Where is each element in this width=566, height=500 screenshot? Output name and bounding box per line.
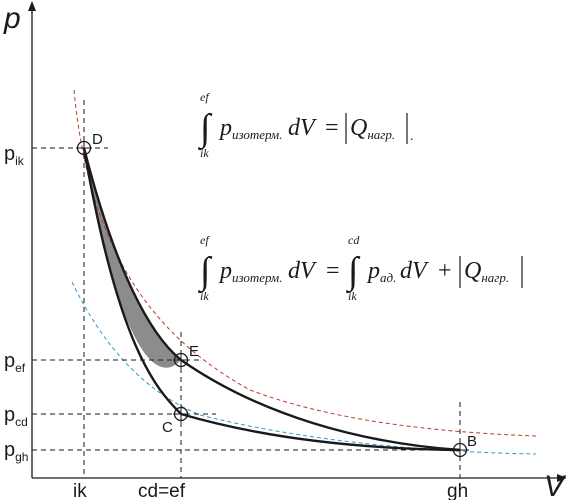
f1-upper-limit: ef	[200, 90, 210, 104]
isotherm-cold-dashed	[71, 281, 537, 455]
point-E: E	[173, 343, 199, 368]
shaded-cycle-region	[84, 148, 181, 368]
y-tick-p-ef: pef	[4, 350, 26, 375]
f2-integrand-2: pад.	[366, 258, 396, 285]
y-tick-p-gh: pgh	[4, 439, 28, 464]
f2-upper-limit-2: cd	[348, 233, 360, 247]
point-B-label: B	[467, 433, 477, 450]
isotherm-D-E	[82, 147, 182, 361]
f1-dV: dV	[288, 115, 317, 141]
guide-lines	[32, 100, 470, 478]
curve-C-B	[180, 412, 461, 452]
f1-equals: =	[325, 115, 339, 141]
isotherm-hot-dashed	[73, 89, 537, 437]
x-tick-gh: gh	[447, 481, 468, 500]
y-tick-p-cd: pcd	[4, 404, 28, 429]
f1-dot: .	[410, 129, 414, 144]
f1-integrand: pизотерм.	[218, 115, 282, 142]
f1-Q: Qнагр.	[350, 115, 395, 142]
f2-integrand-1: pизотерм.	[218, 258, 282, 285]
f2-Q: Qнагр.	[464, 258, 509, 285]
f2-equals: =	[326, 258, 340, 284]
f2-lower-limit-2: ik	[348, 289, 357, 303]
f2-integral-sign-1: ∫	[198, 250, 213, 294]
point-D-label: D	[92, 131, 103, 148]
formula-heat-absorbed: ef ∫ ik pизотерм. dV = Qнагр. .	[198, 90, 414, 160]
y-axis-letter: p	[3, 2, 21, 35]
f2-dV-1: dV	[288, 258, 317, 284]
x-tick-cdef: cd=ef	[138, 481, 186, 500]
formula-work-balance: ef ∫ ik pизотерм. dV = cd ∫ ik pад. dV +…	[198, 233, 523, 303]
f2-lower-limit-1: ik	[200, 289, 209, 303]
point-B: B	[452, 433, 477, 458]
adiabat-D-C	[82, 147, 182, 415]
process-curves	[82, 147, 461, 452]
f2-plus: +	[438, 258, 452, 284]
point-E-label: E	[189, 343, 199, 360]
point-C-label: C	[162, 419, 173, 436]
f2-upper-limit-1: ef	[200, 233, 210, 247]
y-tick-p-ik: pik	[4, 143, 25, 168]
point-D: D	[76, 131, 103, 156]
x-axis-letter: V	[544, 470, 566, 500]
curve-E-B	[180, 359, 461, 452]
x-tick-ik: ik	[73, 481, 87, 500]
f2-integral-sign-2: ∫	[346, 250, 361, 294]
f1-lower-limit: ik	[200, 146, 209, 160]
point-C: C	[162, 406, 189, 436]
f2-dV-2: dV	[400, 258, 429, 284]
f1-integral-sign: ∫	[198, 107, 213, 151]
